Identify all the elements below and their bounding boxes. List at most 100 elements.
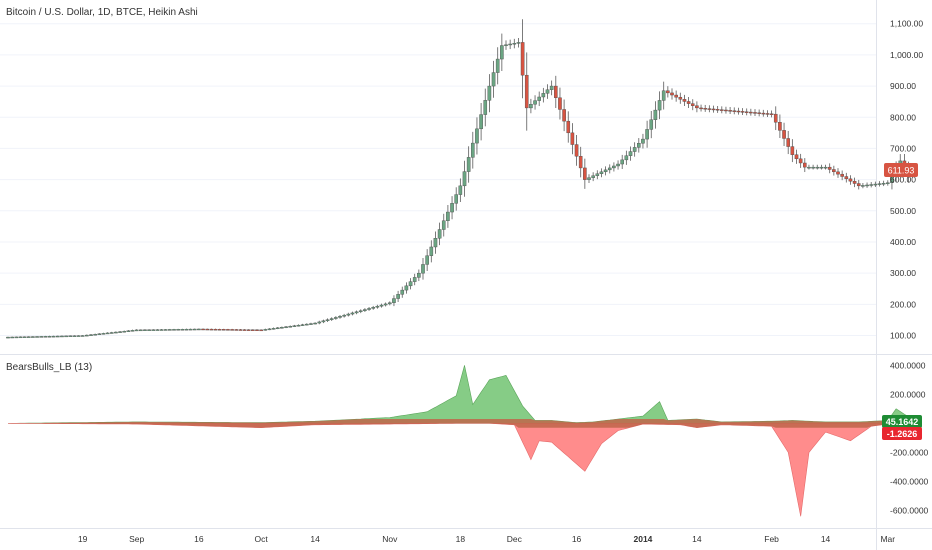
candle-body[interactable] <box>246 329 251 331</box>
candle-body[interactable] <box>64 335 68 338</box>
candle-body[interactable] <box>35 336 39 338</box>
candle-body[interactable] <box>22 336 27 338</box>
candle-body[interactable] <box>641 138 645 144</box>
candle-body[interactable] <box>221 329 226 331</box>
candle-body[interactable] <box>80 335 85 337</box>
candle-body[interactable] <box>682 99 687 102</box>
candle-body[interactable] <box>549 85 554 90</box>
candle-body[interactable] <box>263 329 268 331</box>
candle-body[interactable] <box>690 103 695 106</box>
candle-body[interactable] <box>807 166 811 169</box>
candle-body[interactable] <box>342 314 346 317</box>
candle-body[interactable] <box>736 110 741 113</box>
candle-body[interactable] <box>886 182 890 184</box>
candle-body[interactable] <box>437 229 442 239</box>
candle-body[interactable] <box>197 328 201 331</box>
candle-body[interactable] <box>865 184 869 187</box>
candle-body[interactable] <box>126 330 131 332</box>
candle-body[interactable] <box>508 43 512 46</box>
candle-body[interactable] <box>819 166 824 169</box>
candle-body[interactable] <box>720 109 724 111</box>
candle-body[interactable] <box>454 194 459 204</box>
candle-body[interactable] <box>188 328 193 331</box>
candle-body[interactable] <box>877 183 882 185</box>
candle-body[interactable] <box>379 304 384 307</box>
candle-body[interactable] <box>321 320 326 323</box>
candle-body[interactable] <box>85 334 89 337</box>
candle-body[interactable] <box>251 329 255 331</box>
candle-body[interactable] <box>624 155 629 161</box>
candle-body[interactable] <box>147 329 151 331</box>
candle-body[interactable] <box>205 328 210 331</box>
candle-body[interactable] <box>794 154 799 160</box>
candle-body[interactable] <box>628 151 633 156</box>
candle-body[interactable] <box>329 318 334 320</box>
candle-body[interactable] <box>47 336 52 338</box>
candle-body[interactable] <box>275 327 280 330</box>
candle-body[interactable] <box>234 329 239 331</box>
candle-body[interactable] <box>72 335 77 337</box>
candle-body[interactable] <box>554 85 558 98</box>
candle-body[interactable] <box>545 89 550 94</box>
candle-body[interactable] <box>487 85 492 101</box>
candle-body[interactable] <box>300 324 305 326</box>
candle-body[interactable] <box>383 303 388 306</box>
candle-body[interactable] <box>213 328 218 331</box>
candle-body[interactable] <box>728 110 732 112</box>
candle-body[interactable] <box>317 321 322 324</box>
candle-body[interactable] <box>578 156 583 169</box>
candle-body[interactable] <box>769 113 774 115</box>
candle-body[interactable] <box>89 334 93 336</box>
candle-body[interactable] <box>404 285 409 291</box>
candle-body[interactable] <box>798 158 803 164</box>
candle-body[interactable] <box>441 220 446 230</box>
candle-body[interactable] <box>184 328 189 331</box>
candle-body[interactable] <box>400 289 405 295</box>
candle-body[interactable] <box>176 329 180 331</box>
candle-body[interactable] <box>844 176 849 180</box>
candle-body[interactable] <box>670 92 674 96</box>
candle-body[interactable] <box>757 112 761 114</box>
candle-body[interactable] <box>703 108 707 110</box>
candle-body[interactable] <box>612 165 616 169</box>
candle-body[interactable] <box>678 96 683 100</box>
candle-body[interactable] <box>226 329 230 331</box>
candle-body[interactable] <box>280 327 284 329</box>
candle-body[interactable] <box>168 329 172 331</box>
candle-body[interactable] <box>479 114 483 130</box>
candle-body[interactable] <box>674 94 678 98</box>
candle-body[interactable] <box>591 175 595 178</box>
candle-body[interactable] <box>632 147 637 152</box>
candle-body[interactable] <box>861 185 865 187</box>
candle-body[interactable] <box>138 329 143 332</box>
candle-body[interactable] <box>840 173 844 177</box>
candle-body[interactable] <box>832 169 836 173</box>
candle-body[interactable] <box>711 108 716 111</box>
candle-body[interactable] <box>607 167 612 171</box>
candle-body[interactable] <box>645 129 649 140</box>
candle-body[interactable] <box>724 109 728 112</box>
candle-body[interactable] <box>39 336 43 338</box>
candle-body[interactable] <box>338 316 342 318</box>
candle-body[interactable] <box>68 335 73 337</box>
candle-body[interactable] <box>765 113 770 115</box>
candle-body[interactable] <box>230 329 234 331</box>
candle-body[interactable] <box>26 336 31 338</box>
candle-body[interactable] <box>130 330 135 332</box>
candle-body[interactable] <box>375 305 380 308</box>
candlestick-series[interactable] <box>6 19 911 339</box>
candle-body[interactable] <box>603 169 608 173</box>
candle-body[interactable] <box>388 302 392 305</box>
candle-body[interactable] <box>242 329 247 331</box>
candle-body[interactable] <box>143 329 147 331</box>
candle-body[interactable] <box>856 183 861 187</box>
candle-body[interactable] <box>363 309 367 311</box>
candle-body[interactable] <box>836 171 840 175</box>
candle-body[interactable] <box>649 119 654 130</box>
candle-body[interactable] <box>392 298 396 303</box>
candle-body[interactable] <box>433 238 438 248</box>
candle-body[interactable] <box>31 336 35 338</box>
candle-body[interactable] <box>151 329 156 331</box>
candle-body[interactable] <box>570 132 575 145</box>
candle-body[interactable] <box>811 166 815 169</box>
